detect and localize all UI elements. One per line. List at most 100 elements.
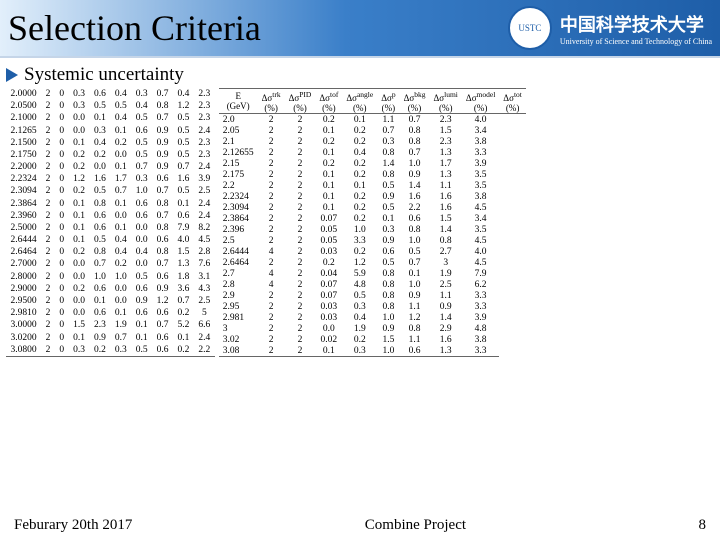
table-cell: 5.9 (342, 268, 377, 279)
table-cell: 1.4 (400, 180, 430, 191)
table-cell: 2 (285, 136, 316, 147)
table-cell: 0.8 (430, 235, 462, 246)
table-cell: 0.03 (315, 301, 342, 312)
table-cell: 0.6 (152, 173, 173, 185)
table-cell: 0.1 (69, 331, 90, 343)
table-cell: 4.0 (173, 234, 194, 246)
table-cell: 0 (55, 149, 69, 161)
table-cell: 0.05 (315, 224, 342, 235)
table-cell: 2.3 (194, 112, 215, 124)
table-cell: 1.1 (430, 180, 462, 191)
table-cell: 0.1 (315, 202, 342, 213)
table-cell: 4 (258, 246, 285, 257)
table-cell: 0.5 (173, 125, 194, 137)
table-cell: 0.8 (377, 147, 399, 158)
table-cell: 0.4 (342, 312, 377, 323)
table-cell: 7.6 (194, 258, 215, 270)
table-cell: 5.2 (173, 319, 194, 331)
table-cell: 1.1 (400, 301, 430, 312)
table-cell: 0.8 (400, 136, 430, 147)
table-cell: 2 (285, 147, 316, 158)
table-cell: 0.9 (377, 323, 399, 334)
table-cell: 0 (55, 112, 69, 124)
table-cell: 4.5 (462, 235, 499, 246)
table-cell: 2 (258, 191, 285, 202)
table-cell: 0.0 (69, 125, 90, 137)
table-cell: 0 (55, 88, 69, 100)
table-cell: 2 (285, 191, 316, 202)
table-cell: 0.8 (152, 246, 173, 258)
table-cell: 0.2 (69, 246, 90, 258)
table-cell: 2 (258, 345, 285, 357)
table-cell: 0.5 (173, 137, 194, 149)
table-cell: 0.6 (173, 210, 194, 222)
table-cell: 1.3 (430, 169, 462, 180)
table-cell: 0.9 (400, 169, 430, 180)
table-cell: 0.0 (315, 323, 342, 334)
table-cell: 0.2 (110, 258, 131, 270)
table-cell: 0.1 (69, 222, 90, 234)
table-cell: 0.6 (90, 222, 111, 234)
table-cell: 1.0 (131, 185, 152, 197)
table-cell: 0.6 (152, 271, 173, 283)
table-cell: 0.2 (342, 334, 377, 345)
table-cell: 0.07 (315, 213, 342, 224)
table-cell: 0 (55, 185, 69, 197)
table-cell: 0.6 (152, 234, 173, 246)
table-cell: 0 (55, 161, 69, 173)
table-cell: 3.4 (462, 125, 499, 136)
table-cell: 3.3 (462, 345, 499, 357)
table-cell: 1.3 (430, 147, 462, 158)
table-cell: 2.9500 (6, 295, 41, 307)
table-cell: 0.1 (315, 125, 342, 136)
table-cell: 0.6 (90, 283, 111, 295)
table-cell: 0.5 (90, 100, 111, 112)
table-cell: 1.0 (342, 224, 377, 235)
table-cell: 0.04 (315, 268, 342, 279)
table-cell: 0.4 (90, 137, 111, 149)
table-header-cell: Δσtot(%) (499, 89, 526, 114)
table-cell: 3.08 (219, 345, 258, 357)
table-cell: 2.9 (430, 323, 462, 334)
table-cell: 0.05 (315, 235, 342, 246)
table-cell: 2 (258, 257, 285, 268)
table-cell: 0.1 (110, 161, 131, 173)
table-cell: 2 (41, 344, 55, 357)
table-cell: 2 (285, 301, 316, 312)
table-cell: 0.1 (110, 222, 131, 234)
table-cell: 0.8 (152, 100, 173, 112)
table-cell: 2.7 (219, 268, 258, 279)
table-cell: 1.0 (377, 345, 399, 357)
table-cell: 2 (41, 210, 55, 222)
table-cell: 2 (285, 125, 316, 136)
table-cell: 0.8 (377, 268, 399, 279)
table-cell: 0.7 (152, 319, 173, 331)
table-cell: 0.9 (430, 301, 462, 312)
table-cell: 0.6 (90, 307, 111, 319)
table-cell: 0.7 (400, 257, 430, 268)
table-cell: 0.3 (69, 88, 90, 100)
table-cell: 0.5 (173, 185, 194, 197)
table-cell: 2.1 (219, 136, 258, 147)
table-cell: 0.6 (131, 198, 152, 210)
table-cell: 2.6444 (219, 246, 258, 257)
table-cell: 0.2 (315, 257, 342, 268)
table-cell: 0.1 (90, 112, 111, 124)
table-cell: 3.9 (462, 312, 499, 323)
table-cell: 2 (258, 312, 285, 323)
table-cell: 1.4 (377, 158, 399, 169)
table-cell: 0.4 (110, 112, 131, 124)
table-cell: 2 (41, 100, 55, 112)
table-cell: 0.1 (315, 180, 342, 191)
table-cell: 0.2 (69, 149, 90, 161)
slide-header: Selection Criteria USTC 中国科学技术大学 Univers… (0, 0, 720, 58)
table-cell: 0.6 (400, 213, 430, 224)
table-cell: 1.9 (342, 323, 377, 334)
table-cell: 0.3 (131, 173, 152, 185)
table-cell: 2 (41, 331, 55, 343)
table-cell: 0.7 (110, 331, 131, 343)
table-cell: 2 (258, 180, 285, 191)
table-header-cell: Δσlumi(%) (430, 89, 462, 114)
university-english-name: University of Science and Technology of … (560, 37, 712, 46)
table-cell: 0.0 (90, 161, 111, 173)
